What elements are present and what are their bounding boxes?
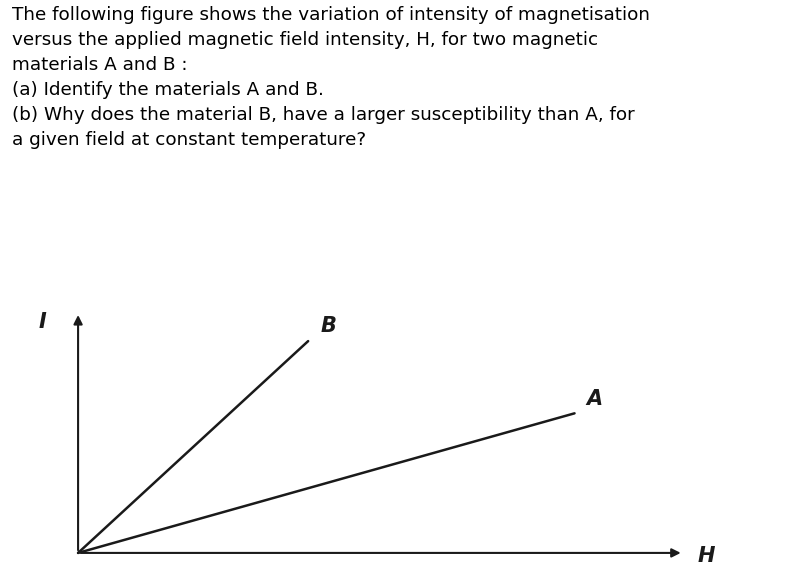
Text: H: H: [698, 546, 715, 566]
Text: The following figure shows the variation of intensity of magnetisation
versus th: The following figure shows the variation…: [12, 6, 650, 149]
Text: A: A: [586, 389, 602, 408]
Text: B: B: [320, 316, 336, 336]
Text: I: I: [39, 312, 46, 332]
